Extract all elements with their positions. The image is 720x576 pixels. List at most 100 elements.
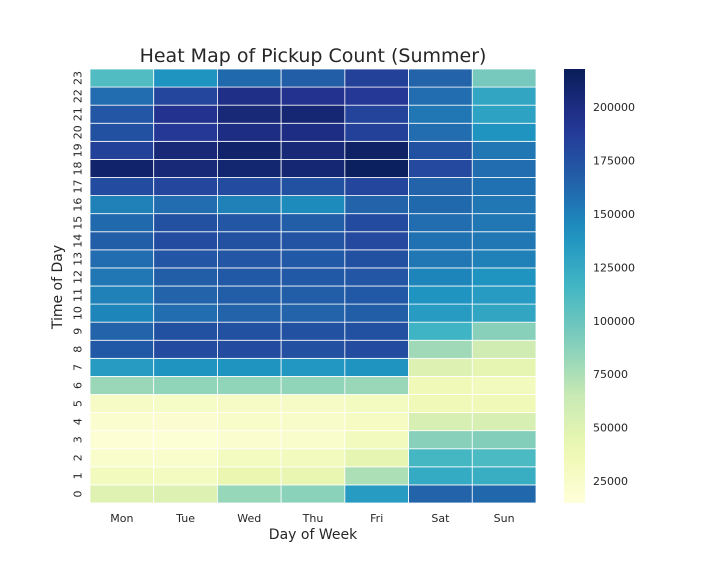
heatmap-cell <box>280 466 346 486</box>
chart-title: Heat Map of Pickup Count (Summer) <box>140 45 487 67</box>
heatmap-cell <box>280 68 346 88</box>
heatmap-cell <box>89 122 155 142</box>
y-tick-label: 1 <box>72 472 85 479</box>
heatmap-cell <box>153 68 218 88</box>
heatmap-cell <box>153 195 218 215</box>
y-tick-label: 5 <box>72 400 85 407</box>
heatmap-cell <box>153 412 218 432</box>
heatmap-cell <box>471 466 537 486</box>
heatmap-cell <box>471 122 537 142</box>
y-tick-label: 3 <box>72 436 85 443</box>
heatmap-cell <box>471 357 537 377</box>
heatmap-cell <box>217 231 282 251</box>
heatmap-cell <box>217 339 282 359</box>
heatmap-cell <box>344 86 409 106</box>
heatmap-cell <box>471 267 537 287</box>
heatmap-cell <box>471 231 537 251</box>
heatmap-cell <box>471 412 537 432</box>
heatmap-cell <box>280 159 346 178</box>
y-tick-label: 19 <box>72 143 85 157</box>
heatmap-cell <box>344 357 409 377</box>
y-tick-label: 9 <box>72 328 85 335</box>
colorbar-tick-label: 50000 <box>593 422 628 435</box>
colorbar-tick-label: 200000 <box>593 101 635 114</box>
heatmap-cell <box>471 321 537 341</box>
y-tick-label: 13 <box>72 252 85 266</box>
heatmap-cell <box>89 484 155 504</box>
heatmap-cell <box>471 394 537 413</box>
heatmap-cell <box>408 68 473 88</box>
x-tick-label: Wed <box>237 512 261 525</box>
heatmap-cell <box>408 285 473 305</box>
heatmap-cell <box>344 122 409 142</box>
y-tick-label: 22 <box>72 89 85 103</box>
y-tick-label: 20 <box>72 125 85 139</box>
heatmap-cell <box>471 430 537 450</box>
heatmap-cell <box>217 484 282 504</box>
heatmap-cell <box>280 484 346 504</box>
heatmap-cell <box>280 195 346 215</box>
heatmap-cell <box>89 376 155 395</box>
heatmap-cell <box>471 249 537 269</box>
heatmap-cell <box>344 321 409 341</box>
heatmap-cell <box>153 357 218 377</box>
heatmap-cell <box>89 339 155 359</box>
heatmap-cell <box>280 104 346 124</box>
heatmap-cell <box>471 448 537 468</box>
heatmap-cell <box>408 122 473 142</box>
heatmap-cell <box>89 448 155 468</box>
heatmap-cell <box>471 213 537 233</box>
heatmap-cell <box>153 339 218 359</box>
y-tick-label: 17 <box>72 180 85 194</box>
heatmap-cell <box>408 448 473 468</box>
heatmap-cell <box>217 448 282 468</box>
heatmap-cell <box>344 104 409 124</box>
heatmap-cell <box>408 466 473 486</box>
heatmap-cell <box>153 448 218 468</box>
y-tick-label: 21 <box>72 107 85 121</box>
heatmap-cell <box>280 231 346 251</box>
heatmap-cell <box>280 303 346 323</box>
heatmap-cell <box>471 376 537 395</box>
heatmap-cell <box>408 195 473 215</box>
heatmap-cell <box>280 412 346 432</box>
heatmap-cell <box>153 249 218 269</box>
colorbar-tick-label: 75000 <box>593 368 628 381</box>
heatmap-cell <box>280 140 346 160</box>
heatmap-cell <box>217 195 282 215</box>
heatmap-cell <box>408 484 473 504</box>
heatmap-cell <box>280 285 346 305</box>
x-tick-label: Tue <box>175 512 195 525</box>
heatmap-cell <box>280 267 346 287</box>
x-axis-label: Day of Week <box>269 527 358 543</box>
heatmap-cell <box>471 86 537 106</box>
heatmap-cell <box>344 466 409 486</box>
y-axis-label: Time of Day <box>50 245 66 330</box>
heatmap-cell <box>344 231 409 251</box>
heatmap-cell <box>471 140 537 160</box>
heatmap-cell <box>153 140 218 160</box>
heatmap-cell <box>217 466 282 486</box>
y-tick-label: 7 <box>72 364 85 371</box>
heatmap-cell <box>89 321 155 341</box>
heatmap-cell <box>344 177 409 196</box>
heatmap-cell <box>153 159 218 178</box>
heatmap-cell <box>408 249 473 269</box>
x-tick-label: Thu <box>302 512 324 525</box>
heatmap-cell <box>344 412 409 432</box>
y-tick-label: 11 <box>72 288 85 302</box>
y-tick-label: 15 <box>72 216 85 230</box>
heatmap-cell <box>153 466 218 486</box>
heatmap-cell <box>217 140 282 160</box>
heatmap-cell <box>89 68 155 88</box>
heatmap-cell <box>217 177 282 196</box>
colorbar-tick-label: 100000 <box>593 315 635 328</box>
heatmap-cell <box>280 213 346 233</box>
heatmap-cell <box>408 267 473 287</box>
heatmap-cell <box>217 86 282 106</box>
heatmap-cell <box>217 249 282 269</box>
heatmap-cell <box>408 140 473 160</box>
heatmap-cell <box>280 448 346 468</box>
heatmap-cell <box>153 104 218 124</box>
